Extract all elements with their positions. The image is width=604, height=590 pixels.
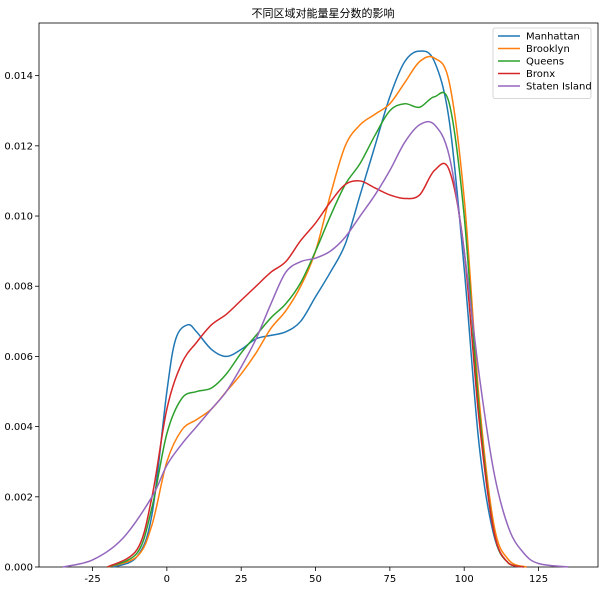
chart-title: 不同区域对能量星分数的影响 (252, 6, 395, 20)
legend-box (492, 27, 592, 99)
legend-label: Manhattan (526, 32, 580, 43)
plot-frame (38, 22, 599, 568)
x-tick-label: -25 (84, 574, 100, 585)
series-line-brooklyn (107, 55, 527, 568)
y-tick-label: 0.008 (4, 282, 33, 293)
y-tick-label: 0.006 (4, 352, 33, 363)
y-tick-label: 0.000 (4, 563, 33, 574)
x-tick-label: 100 (455, 574, 474, 585)
series-line-manhattan (113, 50, 524, 568)
series-line-staten-island (62, 120, 569, 568)
y-tick-label: 0.002 (4, 492, 33, 503)
series-layer (62, 50, 569, 568)
y-tick-label: 0.012 (4, 141, 33, 152)
legend-label: Queens (526, 57, 564, 68)
x-tick-label: 125 (529, 574, 548, 585)
y-axis: 0.000 0.002 0.004 0.006 0.008 0.010 0.012 0.014 (4, 71, 39, 574)
y-tick-label: 0.010 (4, 212, 33, 223)
x-tick-label: 50 (309, 574, 322, 585)
x-tick-label: 25 (235, 574, 248, 585)
y-tick-label: 0.014 (4, 71, 33, 82)
x-axis: -25 0 25 50 75 100 125 (84, 567, 548, 585)
legend-label: Staten Island (526, 82, 592, 93)
legend-label: Brooklyn (526, 44, 570, 55)
x-tick-label: 75 (383, 574, 396, 585)
series-line-queens (107, 91, 524, 568)
legend-label: Bronx (526, 69, 555, 80)
x-tick-label: 0 (164, 574, 170, 585)
y-tick-label: 0.004 (4, 422, 33, 433)
